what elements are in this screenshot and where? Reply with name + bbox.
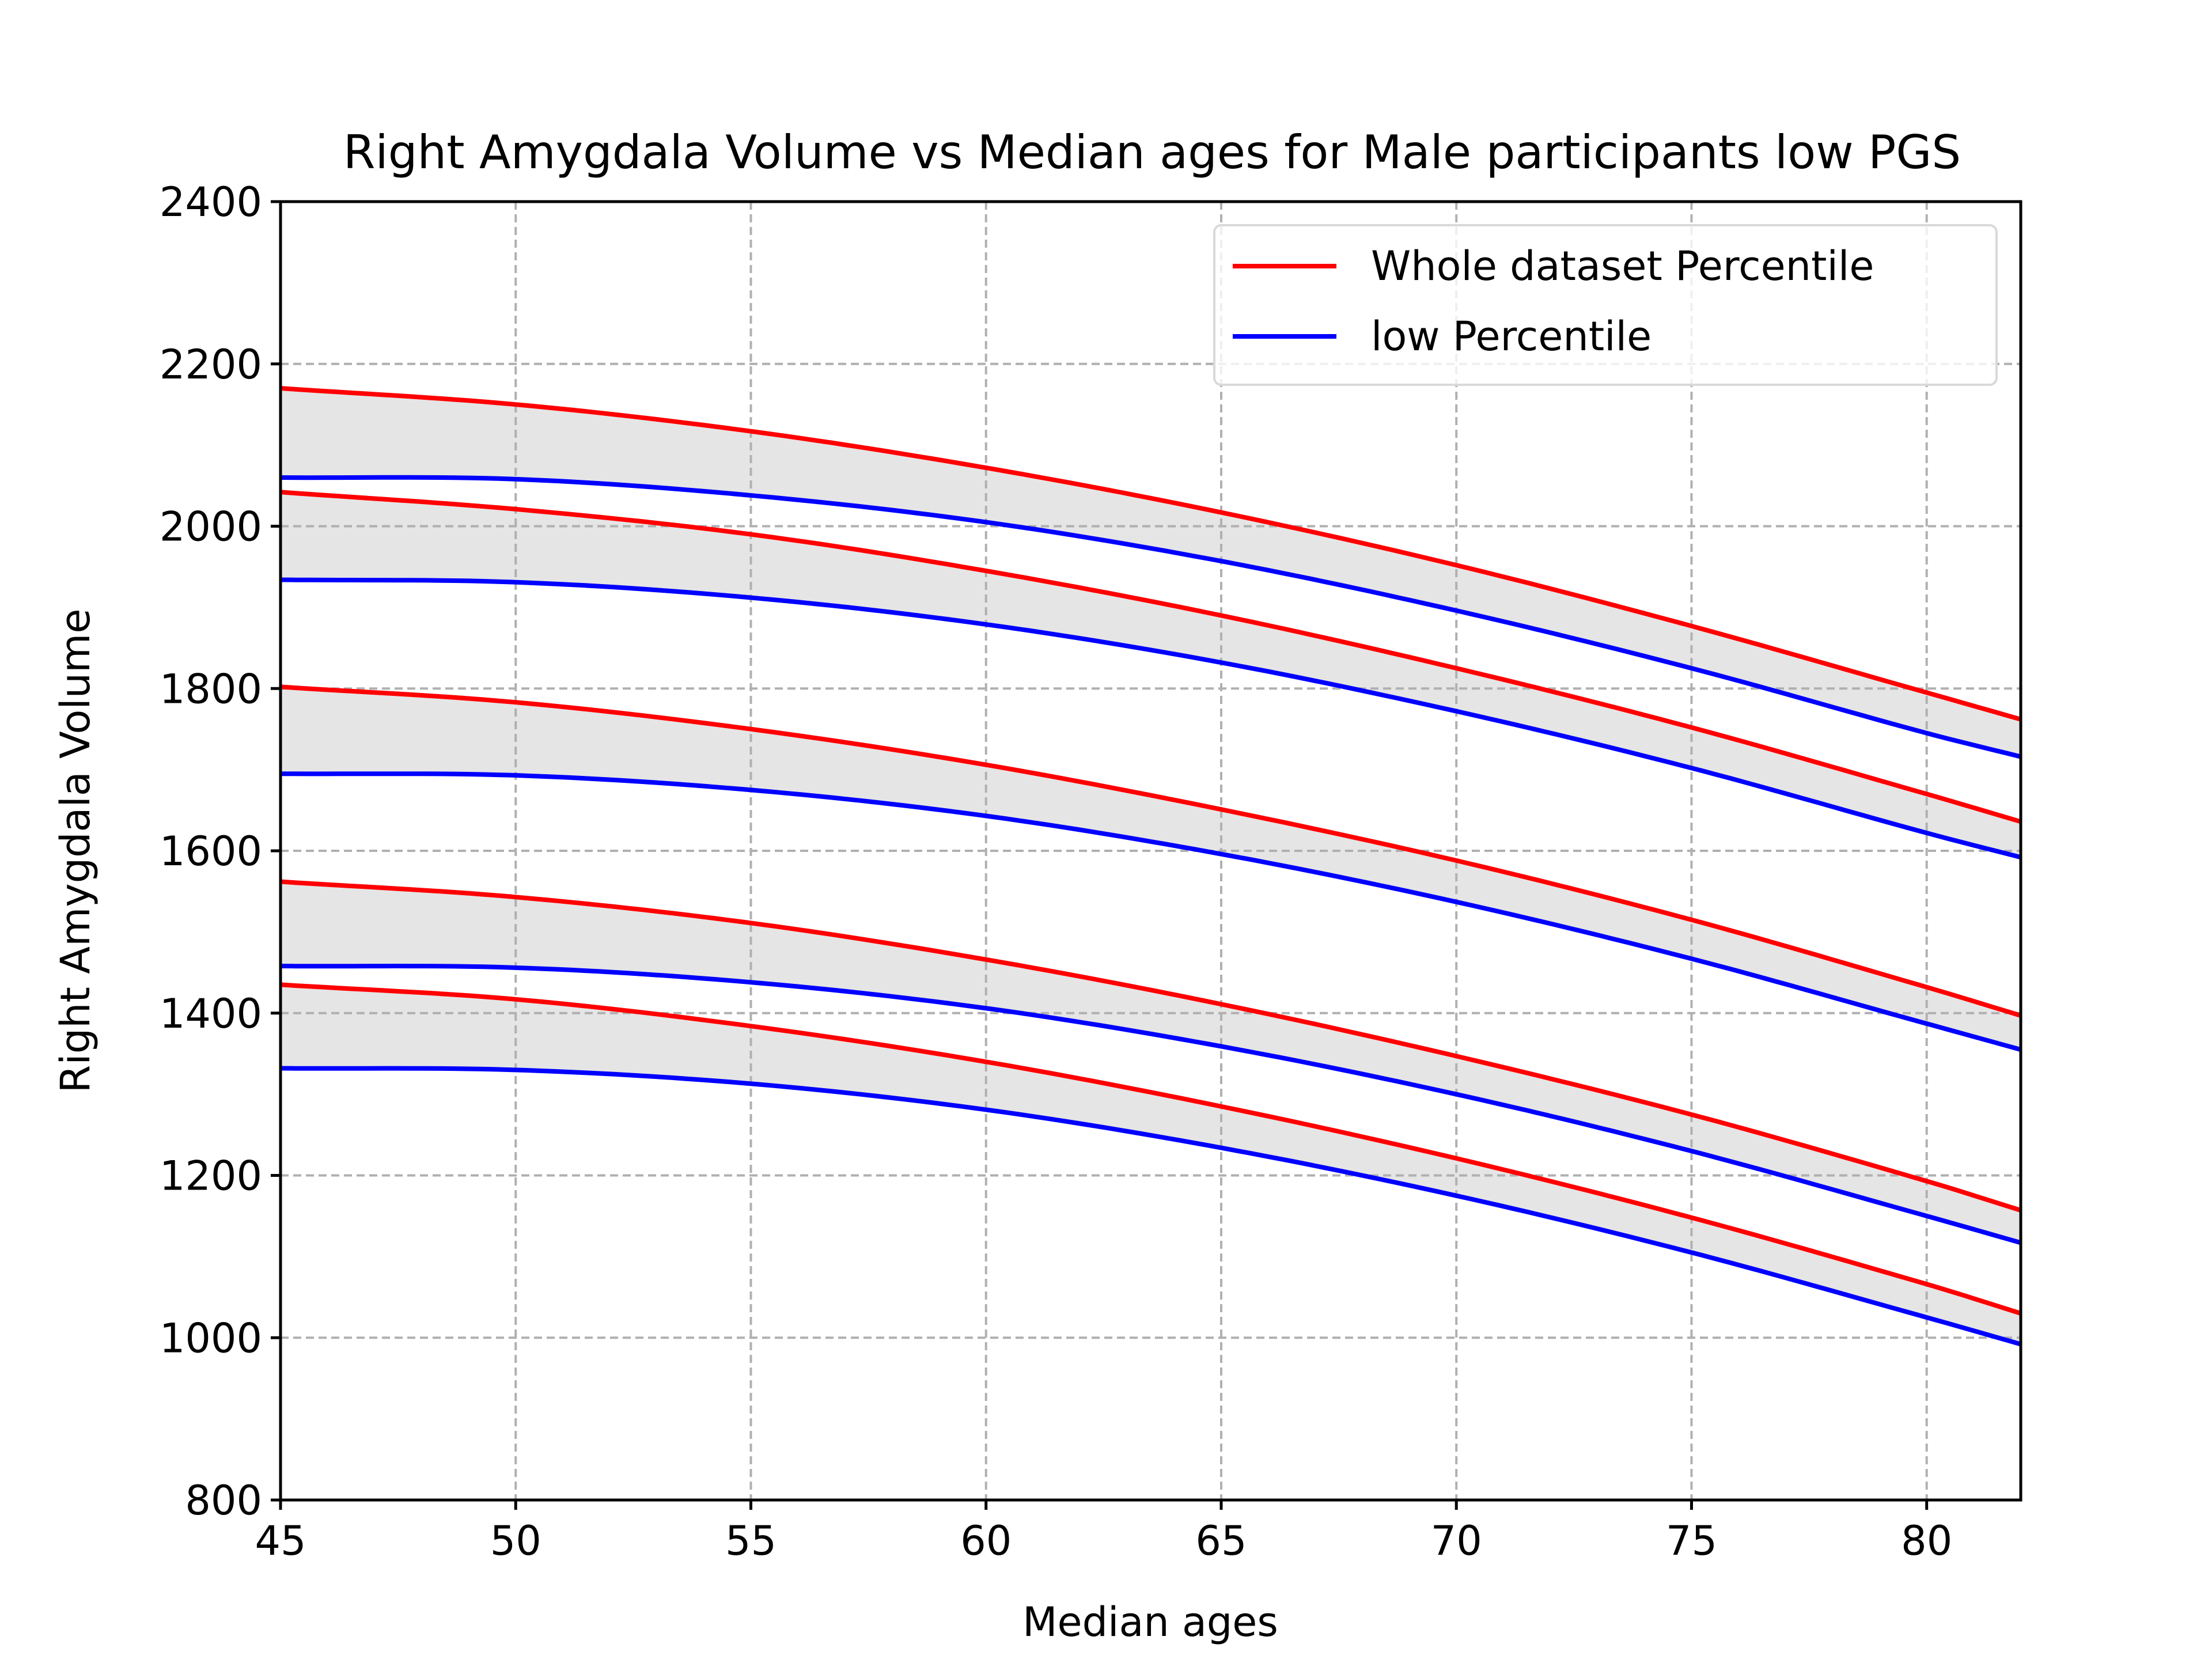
band-4 xyxy=(281,881,2021,1243)
y-tick-label-1000: 1000 xyxy=(160,1315,262,1362)
x-tick-label-65: 65 xyxy=(1195,1517,1247,1565)
series-line-1 xyxy=(280,386,2022,722)
bands-layer xyxy=(281,388,2021,1344)
band-3 xyxy=(281,687,2021,1050)
series-line-3 xyxy=(280,684,2022,1018)
legend-frame xyxy=(1213,224,1998,386)
legend-label-whole-dataset: Whole dataset Percentile xyxy=(1371,243,1874,290)
chart-title: Right Amygdala Volume vs Median ages for… xyxy=(343,126,1961,179)
curves-layer xyxy=(280,386,2022,1347)
y-tick-label-1800: 1800 xyxy=(160,665,262,713)
legend: Whole dataset Percentile low Percentile xyxy=(1213,224,1998,386)
y-tick-label-1400: 1400 xyxy=(160,990,262,1037)
band-1 xyxy=(281,388,2021,757)
y-tick-label-1600: 1600 xyxy=(160,828,262,875)
x-ticks: 45 50 55 60 65 70 75 80 xyxy=(255,1500,1952,1565)
x-axis-label: Median ages xyxy=(1022,1599,1278,1646)
series-line-8 xyxy=(280,771,2022,1052)
y-tick-label-2000: 2000 xyxy=(160,503,262,551)
series-line-9 xyxy=(280,964,2022,1245)
series-line-6 xyxy=(280,475,2021,759)
band-5 xyxy=(281,984,2021,1344)
series-line-7 xyxy=(280,577,2021,860)
series-line-5 xyxy=(280,982,2022,1316)
x-tick-label-80: 80 xyxy=(1901,1517,1952,1565)
legend-label-low-percentile: low Percentile xyxy=(1371,313,1652,360)
y-tick-label-800: 800 xyxy=(185,1477,262,1524)
x-tick-label-75: 75 xyxy=(1666,1517,1717,1565)
series-line-4 xyxy=(280,879,2022,1213)
y-axis-label: Right Amygdala Volume xyxy=(52,609,99,1093)
series-line-2 xyxy=(280,490,2022,824)
y-ticks: 800 1000 1200 1400 1600 1800 2000 2200 2400 xyxy=(160,179,281,1524)
band-2 xyxy=(281,492,2021,858)
series-line-10 xyxy=(280,1066,2022,1347)
x-tick-label-55: 55 xyxy=(725,1517,777,1565)
x-tick-label-45: 45 xyxy=(255,1517,306,1565)
x-tick-label-50: 50 xyxy=(490,1517,541,1565)
x-tick-label-70: 70 xyxy=(1431,1517,1482,1565)
y-tick-label-2400: 2400 xyxy=(160,179,262,226)
y-tick-label-1200: 1200 xyxy=(160,1153,262,1200)
x-tick-label-60: 60 xyxy=(960,1517,1012,1565)
y-tick-label-2200: 2200 xyxy=(160,341,262,388)
